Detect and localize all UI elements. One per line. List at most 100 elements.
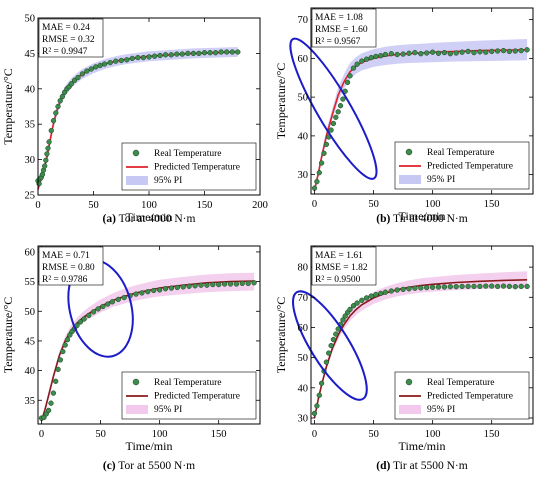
real-point — [424, 50, 430, 56]
x-tick-label: 50 — [368, 429, 379, 440]
real-point — [489, 48, 495, 55]
x-tick-label: 0 — [312, 429, 317, 440]
legend-marker-real — [405, 378, 413, 386]
real-point — [140, 54, 147, 61]
real-point — [86, 312, 92, 319]
real-point — [53, 110, 59, 116]
real-point — [359, 297, 365, 303]
real-point — [418, 51, 424, 57]
caption-text: Tor at 5500 N·m — [116, 460, 196, 472]
y-tick-label: 70 — [298, 15, 309, 26]
real-point — [101, 61, 108, 67]
real-point — [233, 281, 240, 287]
real-point — [471, 283, 477, 290]
real-point — [43, 157, 49, 163]
real-point — [518, 47, 524, 54]
real-point — [337, 103, 344, 109]
y-tick-label: 35 — [25, 396, 36, 407]
y-axis-label: Temperature/°C — [274, 297, 288, 374]
x-tick-label: 200 — [252, 200, 268, 211]
metric-text: R² = 0.9567 — [315, 37, 361, 47]
legend-marker-pi — [399, 405, 421, 414]
real-point — [406, 286, 412, 292]
legend-label: Predicted Temperature — [427, 162, 513, 172]
x-tick-label: 150 — [484, 199, 500, 210]
real-point — [39, 171, 46, 178]
real-point — [185, 50, 191, 57]
real-point — [316, 392, 322, 398]
legend-label: Real Temperature — [427, 148, 494, 158]
real-point — [354, 61, 360, 67]
highlight-ellipse — [292, 290, 368, 401]
metrics-box: MAE = 0.24 RMSE = 0.32 R² = 0.9947 — [38, 18, 104, 58]
real-point — [328, 127, 334, 133]
real-point — [207, 50, 213, 56]
real-point — [71, 77, 78, 83]
real-point — [210, 281, 216, 288]
x-axis-label: Time/min — [399, 439, 446, 453]
real-point — [50, 118, 57, 124]
real-point — [41, 414, 47, 421]
real-point — [55, 366, 61, 373]
legend-marker-real — [132, 149, 140, 157]
real-point — [412, 49, 418, 56]
caption-text: Tor at 4000 N·m — [116, 213, 196, 225]
real-point — [145, 289, 151, 295]
real-point — [62, 342, 68, 348]
metric-text: RMSE = 0.80 — [42, 263, 95, 273]
real-point — [368, 54, 374, 61]
real-point — [524, 283, 530, 290]
real-point — [88, 66, 94, 72]
real-point — [447, 51, 453, 57]
x-tick-label: 100 — [141, 200, 157, 211]
real-point — [84, 68, 90, 74]
real-point — [174, 284, 180, 291]
legend: Real Temperature Predicted Temperature 95%… — [121, 371, 257, 420]
real-point — [524, 47, 530, 53]
y-tick-label: 40 — [25, 84, 36, 95]
highlight-ellipse — [289, 37, 378, 180]
y-tick-label: 30 — [298, 413, 309, 424]
metric-text: RMSE = 0.32 — [42, 35, 95, 45]
real-point — [212, 50, 219, 56]
caption-text: Tir at 5500 N·m — [390, 460, 467, 472]
real-point — [218, 49, 224, 55]
metric-text: R² = 0.9500 — [315, 275, 361, 285]
real-point — [53, 378, 59, 384]
real-point — [48, 127, 54, 134]
metric-text: RMSE = 1.82 — [315, 263, 368, 273]
axes-box — [37, 245, 261, 425]
y-tick-label: 70 — [298, 293, 309, 304]
real-point — [350, 65, 357, 71]
real-point — [330, 120, 337, 127]
real-point — [186, 283, 192, 289]
real-point — [441, 284, 448, 290]
real-point — [400, 51, 406, 57]
real-point — [363, 295, 370, 301]
real-point — [347, 73, 353, 79]
legend-label: Real Temperature — [154, 149, 221, 159]
real-point — [500, 47, 507, 54]
y-tick-label: 35 — [25, 120, 36, 131]
real-point — [180, 284, 186, 290]
real-point — [192, 283, 198, 289]
metric-text: R² = 0.9786 — [42, 275, 88, 285]
real-point — [441, 49, 448, 56]
real-point — [109, 299, 116, 305]
y-tick-label: 25 — [25, 191, 36, 202]
legend: Real Temperature Predicted Temperature 95%… — [394, 141, 530, 190]
real-point — [129, 55, 135, 62]
real-point — [412, 285, 418, 291]
real-point — [157, 52, 163, 59]
real-point — [378, 290, 384, 297]
real-point — [179, 51, 185, 57]
y-axis-label: Temperature/°C — [1, 68, 15, 145]
real-point — [44, 151, 50, 157]
real-point — [453, 50, 459, 56]
y-tick-label: 30 — [25, 155, 36, 166]
panel-d: 0 50 100 150 30 40 50 60 70 80 Time/min Temperature… — [274, 245, 534, 472]
real-point — [340, 96, 346, 102]
legend-marker-real — [132, 378, 140, 386]
real-point — [81, 316, 87, 322]
real-point — [239, 280, 245, 287]
